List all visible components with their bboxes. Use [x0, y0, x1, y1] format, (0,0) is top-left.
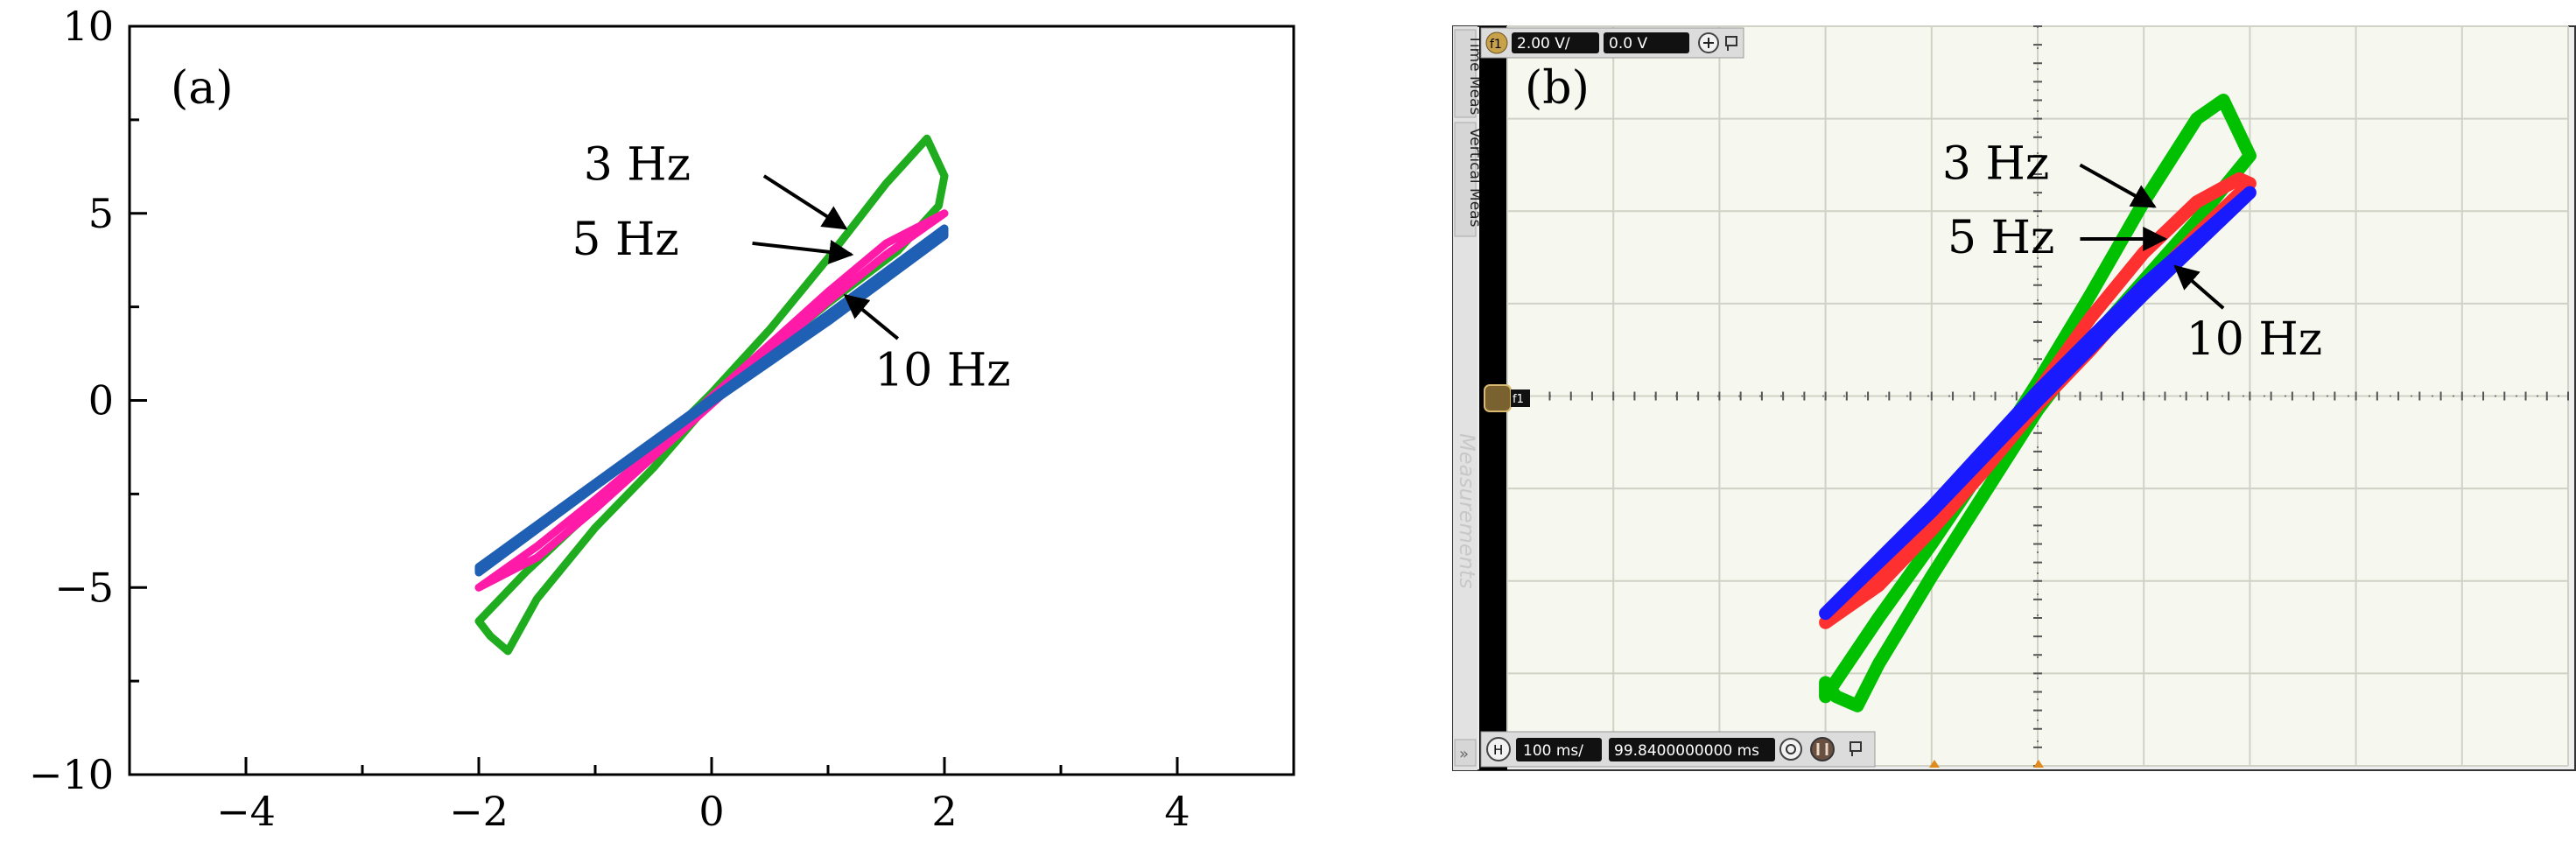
- series-10-hz-loop: [1819, 186, 2257, 621]
- annotation-label-3-hz: 3 Hz: [1942, 137, 2049, 190]
- horizontal-badge-label: H: [1493, 742, 1503, 758]
- y-tick-label: 10: [62, 3, 114, 50]
- panel-b-label: (b): [1525, 62, 1590, 115]
- channel-badge-label: f1: [1490, 38, 1502, 52]
- offset-field[interactable]: [1604, 32, 1689, 53]
- panel-a: −4 −2 0 2 4 −10 −5 0 5 10 3 Hz 5 Hz 10 Hz (a): [29, 3, 1295, 835]
- annotation-arrow-5-hz: [752, 240, 854, 264]
- add-icon[interactable]: [1698, 32, 1719, 53]
- annotation-label-5-hz: 5 Hz: [572, 214, 678, 266]
- horizontal-badge[interactable]: [1486, 737, 1511, 761]
- scope-grid: [1506, 25, 2569, 767]
- annotation-label-3-hz: 3 Hz: [584, 138, 691, 191]
- panel-a-series: [474, 134, 949, 656]
- offset-value: 0.0 V: [1609, 35, 1647, 53]
- annotation-arrow-10-hz: [2173, 264, 2225, 310]
- volts-per-div-value: 2.00 V/: [1517, 35, 1570, 53]
- time-per-div-field[interactable]: [1516, 738, 1602, 761]
- panel-a-annotations: 3 Hz 5 Hz 10 Hz: [572, 138, 1010, 396]
- annotation-label-10-hz: 10 Hz: [874, 344, 1010, 396]
- panel-a-label: (a): [171, 62, 234, 115]
- y-tick-label: 5: [88, 190, 114, 237]
- annotation-arrow-3-hz: [762, 174, 848, 230]
- scope-bottom-toolbar: H 100 ms/ 99.8400000000 ms: [1480, 731, 1876, 768]
- panel-a-ticks: −4 −2 0 2 4 −10 −5 0 5 10: [29, 3, 1190, 835]
- scope-top-toolbar: f1 2.00 V/ 0.0 V: [1480, 27, 1744, 59]
- x-tick-label: −4: [216, 788, 276, 835]
- run-control-icon[interactable]: [1810, 737, 1835, 761]
- y-tick-label: −10: [29, 751, 114, 798]
- volts-per-div-field[interactable]: [1512, 32, 1599, 53]
- pin-icon[interactable]: [1725, 36, 1737, 51]
- zoom-icon[interactable]: [1779, 738, 1802, 761]
- delay-field[interactable]: [1609, 738, 1775, 761]
- series-10-hz-loop: [474, 224, 949, 577]
- panel-b: Time Meas Vertical Meas Measurements » 3…: [1452, 25, 2576, 771]
- x-tick-label: 0: [698, 788, 724, 835]
- annotation-label-5-hz: 5 Hz: [1948, 212, 2054, 264]
- annotation-label-10-hz: 10 Hz: [2186, 313, 2322, 366]
- reference-level-marker[interactable]: f1: [1484, 384, 1530, 412]
- trigger-marker-left[interactable]: [1929, 760, 1940, 768]
- pin-icon-bottom[interactable]: [1850, 741, 1862, 756]
- time-per-div-value: 100 ms/: [1523, 742, 1583, 760]
- y-tick-label: 0: [88, 377, 114, 425]
- series-5-hz-loop: [474, 209, 949, 592]
- scope-expand-button[interactable]: [1454, 739, 1477, 767]
- x-tick-label: 4: [1164, 788, 1190, 835]
- annotation-arrow-3-hz: [2079, 163, 2157, 208]
- delay-value: 99.8400000000 ms: [1614, 742, 1759, 760]
- x-tick-label: 2: [931, 788, 957, 835]
- trigger-marker-center[interactable]: [2033, 760, 2044, 768]
- panel-b-annotations: 3 Hz 5 Hz 10 Hz: [1942, 137, 2322, 366]
- panel-b-series: [1819, 94, 2257, 712]
- scope-side-watermark: Measurements: [1455, 433, 1479, 589]
- reference-level-label: f1: [1513, 393, 1524, 406]
- annotation-arrow-10-hz: [843, 294, 900, 340]
- x-tick-label: −2: [449, 788, 509, 835]
- expand-icon: »: [1459, 745, 1469, 763]
- y-tick-label: −5: [54, 564, 114, 611]
- channel-badge[interactable]: [1485, 32, 1508, 54]
